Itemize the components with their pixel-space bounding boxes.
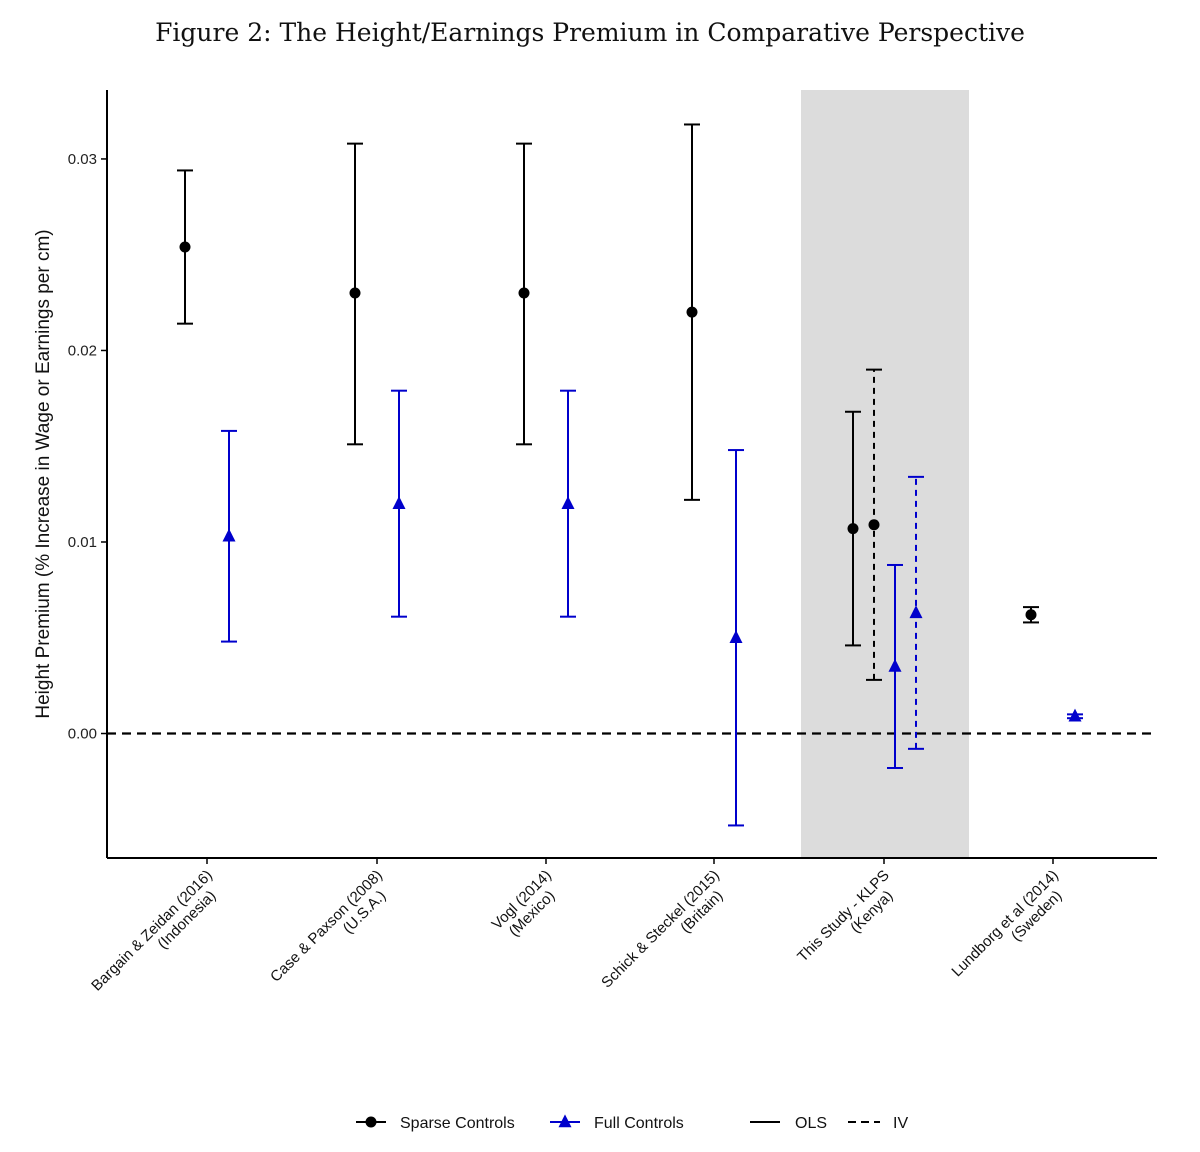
point-full-controls: [729, 630, 743, 644]
legend-full-marker: [558, 1114, 572, 1128]
estimate-errorbar: [908, 475, 924, 750]
legend-sparse-label: Sparse Controls: [400, 1115, 515, 1132]
estimate-errorbar: [177, 169, 193, 325]
y-tick-label: 0.03: [68, 151, 97, 168]
x-category-label: Vogl (2014)(Mexico): [489, 867, 567, 945]
point-sparse-controls: [518, 287, 530, 299]
estimate-errorbar: [221, 429, 237, 643]
x-category-label: Schick & Steckel (2015)(Britain): [598, 867, 735, 1004]
legend-ols-label: OLS: [795, 1115, 827, 1132]
point-sparse-controls: [1025, 609, 1037, 621]
highlight-band: [801, 90, 969, 858]
y-tick-label: 0.02: [68, 342, 97, 359]
estimate-errorbar: [347, 142, 363, 446]
estimate-errorbar: [1023, 606, 1039, 624]
estimate-errorbar: [866, 368, 882, 681]
y-axis-title: Height Premium (% Increase in Wage or Ea…: [33, 229, 54, 718]
y-tick-label: 0.01: [68, 534, 97, 551]
axes-layer: 0.00 0.01 0.02 0.03 Height Premium (% Increa…: [33, 90, 1157, 1007]
point-sparse-controls: [847, 523, 859, 535]
estimate-errorbar: [560, 389, 576, 618]
point-full-controls: [909, 605, 923, 619]
point-sparse-controls: [868, 519, 880, 531]
point-full-controls: [561, 496, 575, 509]
marks-layer: [177, 123, 1083, 827]
legend: Sparse Controls Full Controls OLS IV: [356, 1114, 908, 1132]
point-sparse-controls: [686, 306, 698, 318]
x-category-label-line1: Case & Paxson (2008): [267, 867, 386, 986]
x-category-label-line1: Bargain & Zeidan (2016): [88, 867, 216, 995]
legend-iv-label: IV: [893, 1115, 908, 1132]
estimate-errorbar: [1067, 708, 1083, 722]
point-full-controls: [392, 496, 406, 509]
highlight-band-layer: [801, 90, 969, 858]
figure-title: Figure 2: The Height/Earnings Premium in…: [155, 18, 1025, 47]
point-full-controls: [888, 658, 902, 672]
estimate-errorbar: [391, 389, 407, 618]
x-category-label: Lundborg et al (2014)(Sweden): [948, 867, 1073, 992]
estimate-errorbar: [845, 410, 861, 647]
x-category-label: Case & Paxson (2008)(U.S.A.): [267, 867, 398, 998]
estimate-errorbar: [684, 123, 700, 501]
estimate-errorbar: [516, 142, 532, 446]
point-full-controls: [1068, 708, 1082, 722]
x-category-label-line1: Lundborg et al (2014): [948, 867, 1061, 980]
legend-sparse-marker: [365, 1116, 377, 1128]
legend-full-label: Full Controls: [594, 1115, 684, 1132]
point-full-controls: [222, 528, 236, 542]
estimate-errorbar: [728, 449, 744, 827]
x-category-label: Bargain & Zeidan (2016)(Indonesia): [88, 867, 228, 1007]
estimate-errorbar: [887, 563, 903, 769]
y-tick-label: 0.00: [68, 726, 97, 743]
point-sparse-controls: [179, 241, 191, 253]
x-category-label-line1: Schick & Steckel (2015): [598, 867, 723, 992]
point-sparse-controls: [349, 287, 361, 299]
x-category-label: This Study - KLPS(Kenya): [794, 867, 905, 978]
